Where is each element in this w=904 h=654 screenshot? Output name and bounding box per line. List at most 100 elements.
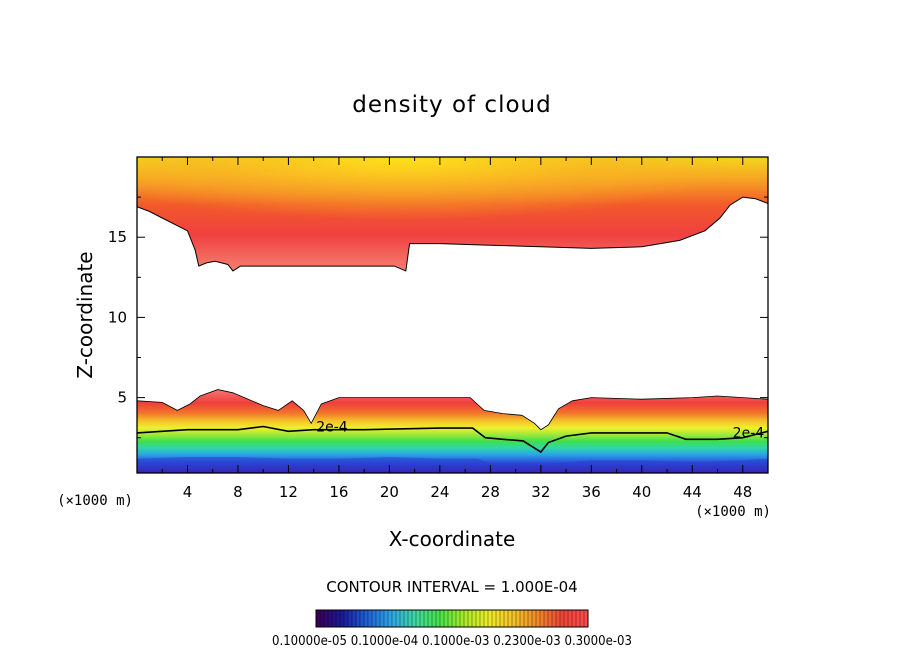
colorbar-cell	[551, 609, 557, 628]
colorbar-cell	[455, 609, 461, 628]
colorbar-cell	[563, 609, 569, 628]
colorbar-cell	[415, 609, 421, 628]
colorbar-labels: 0.10000e-05 0.1000e-04 0.1000e-03 0.2300…	[272, 634, 632, 649]
colorbar-cell	[567, 609, 573, 628]
colorbar-cell	[371, 609, 377, 628]
x-tick-label: 20	[380, 483, 399, 501]
colorbar-cell	[579, 609, 585, 628]
colorbar-cell	[367, 609, 373, 628]
colorbar-cell	[443, 609, 449, 628]
colorbar-cell	[375, 609, 381, 628]
colorbar-cell	[471, 609, 477, 628]
x-tick-label: 44	[683, 483, 702, 501]
x-tick-label: 8	[233, 483, 243, 501]
colorbar-cell	[527, 609, 533, 628]
colorbar-cell	[435, 609, 441, 628]
colorbar-cell	[491, 609, 497, 628]
lower-cloud-core	[137, 457, 768, 473]
colorbar-cell	[363, 609, 369, 628]
x-tick-label: 32	[531, 483, 550, 501]
colorbar-cell	[503, 609, 509, 628]
colorbar-cell	[463, 609, 469, 628]
colorbar-cell	[359, 609, 365, 628]
x-unit-right: (×1000 m)	[695, 504, 771, 520]
x-tick-label: 12	[279, 483, 298, 501]
x-tick-label: 28	[481, 483, 500, 501]
upper-cloud-outline	[137, 196, 768, 272]
colorbar-cell	[351, 609, 357, 628]
colorbar-cell	[355, 609, 361, 628]
colorbar-cell	[475, 609, 481, 628]
chart-title: density of cloud	[352, 92, 551, 118]
colorbar-cell	[547, 609, 553, 628]
colorbar-cell	[483, 609, 489, 628]
colorbar-cell	[387, 609, 393, 628]
colorbar-cell	[403, 609, 409, 628]
colorbar-cell	[379, 609, 385, 628]
colorbar-cell	[479, 609, 485, 628]
colorbar-cell	[511, 609, 517, 628]
colorbar-cell	[407, 609, 413, 628]
colorbar-cell	[323, 609, 329, 628]
y-tick-label: 15	[108, 228, 127, 246]
colorbar-cell	[519, 609, 525, 628]
contour-label: 2e-4	[733, 426, 765, 442]
colorbar-cell	[459, 609, 465, 628]
colorbar-cell	[523, 609, 529, 628]
colorbar-cell	[343, 609, 349, 628]
colorbar-cell	[531, 609, 537, 628]
x-tick-label: 40	[632, 483, 651, 501]
x-tick-label: 36	[582, 483, 601, 501]
colorbar-cell	[423, 609, 429, 628]
x-unit-left: (×1000 m)	[57, 493, 133, 509]
y-tick-label: 5	[117, 389, 127, 407]
colorbar-cell	[535, 609, 541, 628]
colorbar-cell	[571, 609, 577, 628]
y-axis-label: Z-coordinate	[73, 251, 97, 378]
colorbar-cell	[427, 609, 433, 628]
colorbar-cell	[339, 609, 345, 628]
colorbar-cell	[575, 609, 581, 628]
colorbar-frame	[315, 609, 589, 628]
colorbar-cell	[347, 609, 353, 628]
colorbar	[315, 609, 589, 628]
colorbar-cell	[507, 609, 513, 628]
lower-cloud-outline	[137, 389, 768, 431]
plot-area: 2e-4 2e-4	[137, 157, 768, 473]
colorbar-cell	[319, 609, 325, 628]
x-tick-label: 4	[183, 483, 193, 501]
colorbar-cell	[331, 609, 337, 628]
contour-interval-note: CONTOUR INTERVAL = 1.000E-04	[326, 578, 577, 596]
y-tick-label: 10	[108, 308, 127, 326]
upper-cloud-core	[137, 157, 768, 271]
colorbar-cell	[447, 609, 453, 628]
colorbar-cell	[439, 609, 445, 628]
colorbar-cell	[315, 609, 321, 628]
contour-line-2e-4	[137, 425, 768, 454]
colorbar-cell	[335, 609, 341, 628]
colorbar-cell	[451, 609, 457, 628]
colorbar-cell	[399, 609, 405, 628]
colorbar-cell	[543, 609, 549, 628]
colorbar-cell	[411, 609, 417, 628]
colorbar-cell	[487, 609, 493, 628]
colorbar-cell	[419, 609, 425, 628]
colorbar-cell	[515, 609, 521, 628]
colorbar-cell	[559, 609, 565, 628]
x-tick-label: 48	[733, 483, 752, 501]
plot-frame	[136, 156, 769, 474]
colorbar-cell	[383, 609, 389, 628]
colorbar-cell	[395, 609, 401, 628]
colorbar-cell	[391, 609, 397, 628]
colorbar-cell	[495, 609, 501, 628]
lower-cloud-layer	[137, 389, 768, 473]
colorbar-cell	[467, 609, 473, 628]
colorbar-cell	[539, 609, 545, 628]
colorbar-cell	[431, 609, 437, 628]
colorbar-cell	[327, 609, 333, 628]
contour-label: 2e-4	[316, 419, 348, 435]
colorbar-cell	[499, 609, 505, 628]
x-tick-label: 24	[430, 483, 449, 501]
x-tick-label: 16	[329, 483, 348, 501]
